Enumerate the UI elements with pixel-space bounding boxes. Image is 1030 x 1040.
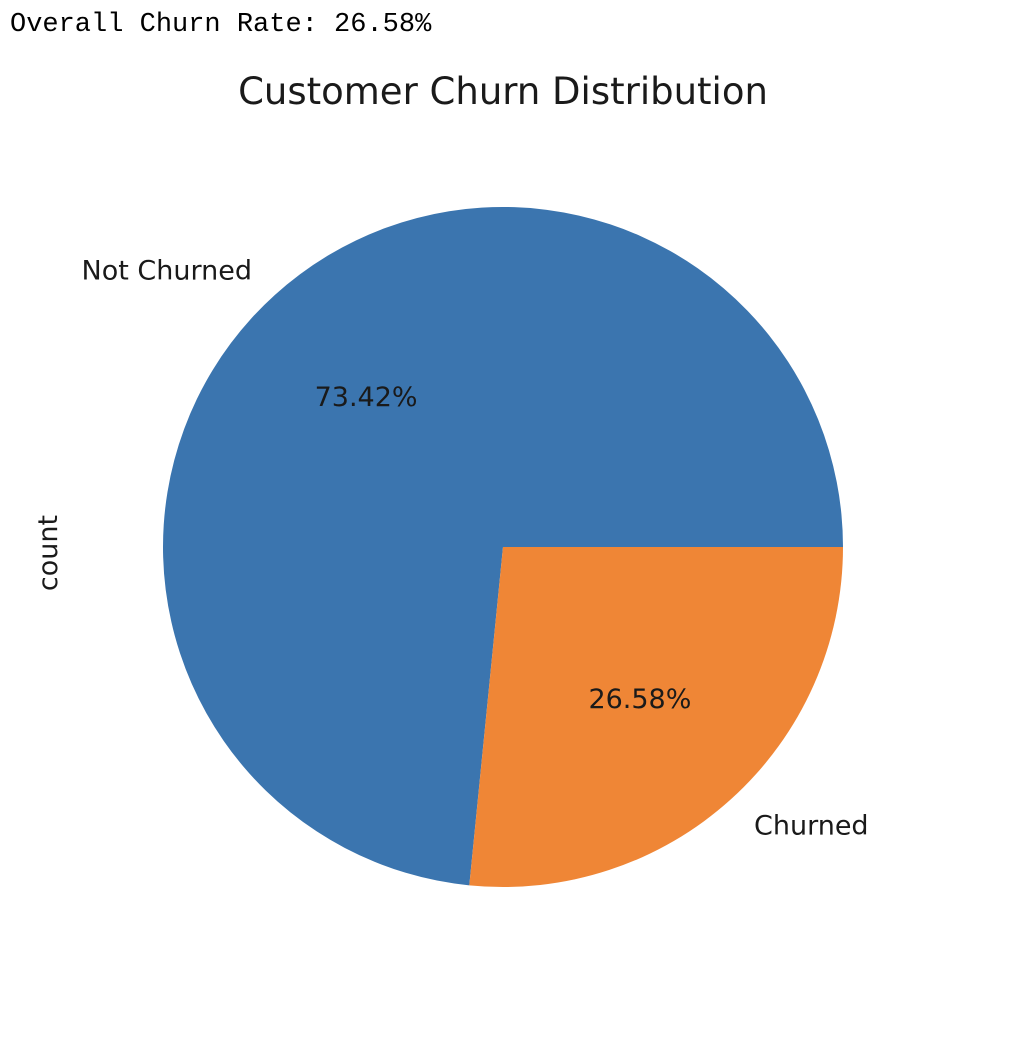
pie-slice-not-churned [163,207,844,886]
pie-labels: 73.42% Not Churned 26.58% Churned [82,256,869,842]
pie-slices [163,207,844,887]
pie-category-label: Churned [754,810,869,841]
churn-rate-output: Overall Churn Rate: 26.58% [10,10,432,40]
pie-value-label: 26.58% [588,684,691,715]
y-axis-label: count [33,515,64,591]
pie-value-label: 73.42% [315,382,418,413]
pie-slice-churned [469,547,843,887]
pie-category-label: Not Churned [82,256,252,287]
chart-title: Customer Churn Distribution [238,70,768,113]
